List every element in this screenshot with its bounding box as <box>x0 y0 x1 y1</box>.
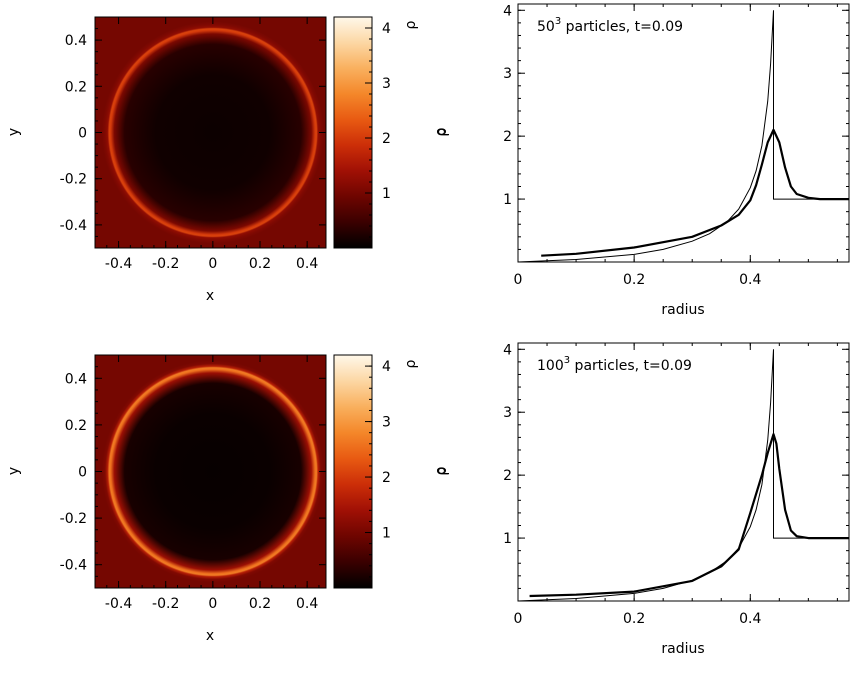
density-ring <box>95 17 326 248</box>
y-tick-label: 4 <box>503 3 512 19</box>
x-tick-label: 0 <box>514 272 523 288</box>
analytic-solution-line <box>518 349 849 601</box>
y-tick-label: -0.2 <box>60 172 87 188</box>
colorbar-tick-labels: 1 2 3 4 <box>382 359 391 541</box>
x-tick-label: 0 <box>514 611 523 627</box>
y-tick-label: 2 <box>503 129 512 145</box>
analytic-solution-line <box>518 10 849 262</box>
plot-frame <box>517 3 850 263</box>
colorbar-tick-label: 2 <box>382 470 391 486</box>
tick-marks <box>94 354 372 589</box>
colorbar-tick-label: 2 <box>382 131 391 147</box>
colorbar-tick-label: 1 <box>382 526 391 542</box>
y-tick-label: 3 <box>503 405 512 421</box>
y-tick-label: 0 <box>78 126 87 142</box>
x-tick-label: 0.4 <box>739 611 761 627</box>
y-tick-labels: -0.4 -0.2 0 0.2 0.4 <box>60 371 87 573</box>
y-tick-label: 3 <box>503 66 512 82</box>
particle-density-line <box>529 433 849 598</box>
colorbar-title: ρ <box>403 359 419 368</box>
y-tick-label: 2 <box>503 468 512 484</box>
x-tick-label: -0.2 <box>152 256 179 272</box>
colorbar-tick-label: 4 <box>382 359 391 375</box>
x-tick-label: 0.2 <box>623 611 645 627</box>
y-axis-title: y <box>6 467 22 475</box>
density-profile-100k: 0 0.2 0.4 1 2 3 4 1003 particles, t=0.09… <box>434 342 850 657</box>
y-tick-label: 1 <box>503 531 512 547</box>
y-tick-label: 0.4 <box>65 371 87 387</box>
y-tick-label: 0 <box>78 465 87 481</box>
y-tick-label: 4 <box>503 342 512 358</box>
x-axis-title: x <box>206 288 214 304</box>
x-tick-label: -0.4 <box>105 256 132 272</box>
colorbar-tick-label: 3 <box>382 76 391 92</box>
tick-marks <box>517 343 849 601</box>
y-tick-label: -0.4 <box>60 218 87 234</box>
x-tick-label: 0.2 <box>249 256 271 272</box>
x-tick-label: 0 <box>208 596 217 612</box>
plot-annotation: 1003 particles, t=0.09 <box>537 355 692 374</box>
y-tick-label: 0.2 <box>65 418 87 434</box>
colorbar <box>333 16 373 249</box>
tick-marks <box>94 16 372 249</box>
x-tick-label: 0.2 <box>623 272 645 288</box>
colorbar-tick-label: 1 <box>382 186 391 202</box>
x-tick-label: 0.4 <box>739 272 761 288</box>
colorbar-axis-title: ρ <box>433 466 449 475</box>
colorbar-title: ρ <box>403 20 419 29</box>
x-axis-title: radius <box>661 302 704 318</box>
x-tick-label: -0.4 <box>105 596 132 612</box>
x-tick-label: 0 <box>208 256 217 272</box>
colorbar <box>333 354 373 589</box>
x-tick-labels: -0.4 -0.2 0 0.2 0.4 <box>105 256 318 272</box>
x-tick-label: -0.2 <box>152 596 179 612</box>
x-tick-label: 0.4 <box>296 256 318 272</box>
x-tick-labels: -0.4 -0.2 0 0.2 0.4 <box>105 596 318 612</box>
density-ring <box>95 355 326 588</box>
tick-marks <box>517 4 849 262</box>
x-tick-labels: 0 0.2 0.4 <box>514 611 762 627</box>
y-axis-title: ρ <box>434 127 450 136</box>
density-map-100k: -0.4 -0.2 0 0.2 0.4 -0.4 -0.2 0 0.2 0.4 … <box>6 354 449 644</box>
y-tick-label: 1 <box>503 192 512 208</box>
x-tick-labels: 0 0.2 0.4 <box>514 272 762 288</box>
colorbar-tick-label: 3 <box>382 415 391 431</box>
x-tick-label: 0.2 <box>249 596 271 612</box>
y-tick-label: -0.4 <box>60 558 87 574</box>
colorbar-tick-label: 4 <box>382 21 391 37</box>
y-tick-labels: -0.4 -0.2 0 0.2 0.4 <box>60 33 87 234</box>
curves <box>518 10 849 262</box>
y-tick-label: -0.2 <box>60 511 87 527</box>
x-axis-title: radius <box>661 641 704 657</box>
plot-frame <box>517 342 850 602</box>
y-axis-title: ρ <box>434 466 450 475</box>
curves <box>518 349 849 601</box>
y-tick-labels: 1 2 3 4 <box>503 342 512 547</box>
particle-density-line <box>541 128 849 257</box>
density-profile-50k: 0 0.2 0.4 1 2 3 4 503 particles, t=0.09 … <box>434 3 850 318</box>
x-tick-label: 0.4 <box>296 596 318 612</box>
colorbar-axis-title: ρ <box>433 127 449 136</box>
plot-annotation: 503 particles, t=0.09 <box>537 16 683 35</box>
x-axis-title: x <box>206 628 214 644</box>
y-axis-title: y <box>6 128 22 136</box>
y-tick-labels: 1 2 3 4 <box>503 3 512 208</box>
y-tick-label: 0.4 <box>65 33 87 49</box>
y-tick-label: 0.2 <box>65 79 87 95</box>
colorbar-tick-labels: 1 2 3 4 <box>382 21 391 202</box>
density-map-50k: -0.4 -0.2 0 0.2 0.4 -0.4 -0.2 0 0.2 0.4 … <box>6 16 449 304</box>
